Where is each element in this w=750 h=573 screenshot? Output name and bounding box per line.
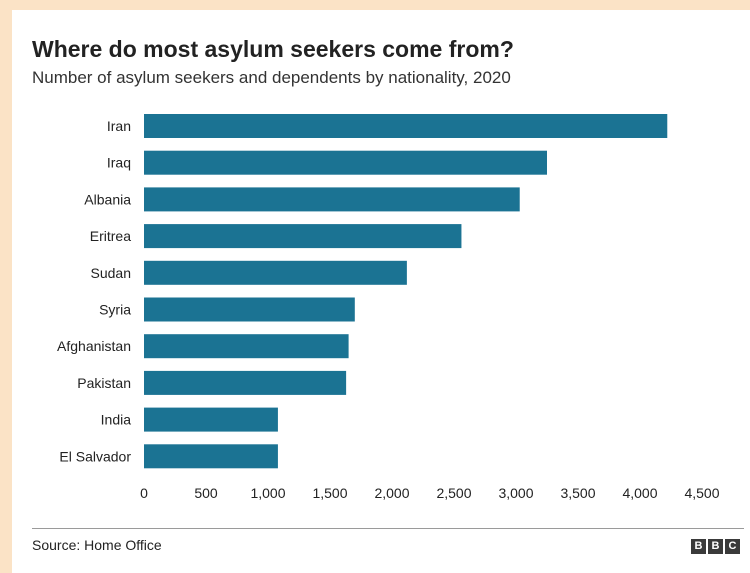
category-label: Sudan <box>91 265 131 281</box>
bar-india <box>144 407 278 432</box>
source-note: Source: Home Office <box>32 537 162 553</box>
x-tick-label: 0 <box>140 485 148 501</box>
logo-letter: B <box>708 539 723 554</box>
chart-title: Where do most asylum seekers come from? <box>32 36 514 62</box>
category-label: Iran <box>107 118 131 134</box>
x-tick-label: 2,000 <box>374 485 409 501</box>
category-label: Afghanistan <box>57 338 131 354</box>
x-axis-ticks: 0 500 1,000 1,500 2,000 2,500 3,000 3,500 4,000 4… <box>140 485 720 501</box>
bar-syria <box>144 297 355 322</box>
x-tick-label: 2,500 <box>436 485 471 501</box>
category-label: Albania <box>84 191 131 207</box>
category-label: Pakistan <box>77 375 131 391</box>
x-tick-label: 1,500 <box>312 485 347 501</box>
category-label: India <box>101 412 132 428</box>
bar-sudan <box>144 260 407 285</box>
bar-iran <box>144 114 668 138</box>
logo-letter: B <box>691 539 706 554</box>
category-labels: Iran Iraq Albania Eritrea Sudan Syria Afghanis… <box>57 118 131 464</box>
category-label: El Salvador <box>59 448 131 464</box>
category-label: Iraq <box>107 155 131 171</box>
bar-pakistan <box>144 370 347 395</box>
category-label: Syria <box>99 302 131 318</box>
x-tick-label: 4,500 <box>684 485 719 501</box>
x-tick-label: 500 <box>194 485 218 501</box>
x-tick-label: 4,000 <box>622 485 657 501</box>
bar-chart: Iran Iraq Albania Eritrea Sudan Syria Afghanis… <box>57 114 720 501</box>
bars-group <box>144 114 668 469</box>
bar-afghanistan <box>144 334 349 359</box>
footer-divider <box>32 528 744 529</box>
category-label: Eritrea <box>90 228 131 244</box>
chart-subtitle: Number of asylum seekers and dependents … <box>32 68 511 87</box>
logo-letter: C <box>725 539 740 554</box>
x-tick-label: 3,000 <box>498 485 533 501</box>
bar-iraq <box>144 150 547 175</box>
x-tick-label: 3,500 <box>560 485 595 501</box>
bar-eritrea <box>144 224 462 249</box>
bar-albania <box>144 187 520 212</box>
chart-frame: Where do most asylum seekers come from? … <box>12 10 750 573</box>
bar-el-salvador <box>144 444 278 469</box>
x-tick-label: 1,000 <box>250 485 285 501</box>
bbc-logo: B B C <box>691 539 740 554</box>
